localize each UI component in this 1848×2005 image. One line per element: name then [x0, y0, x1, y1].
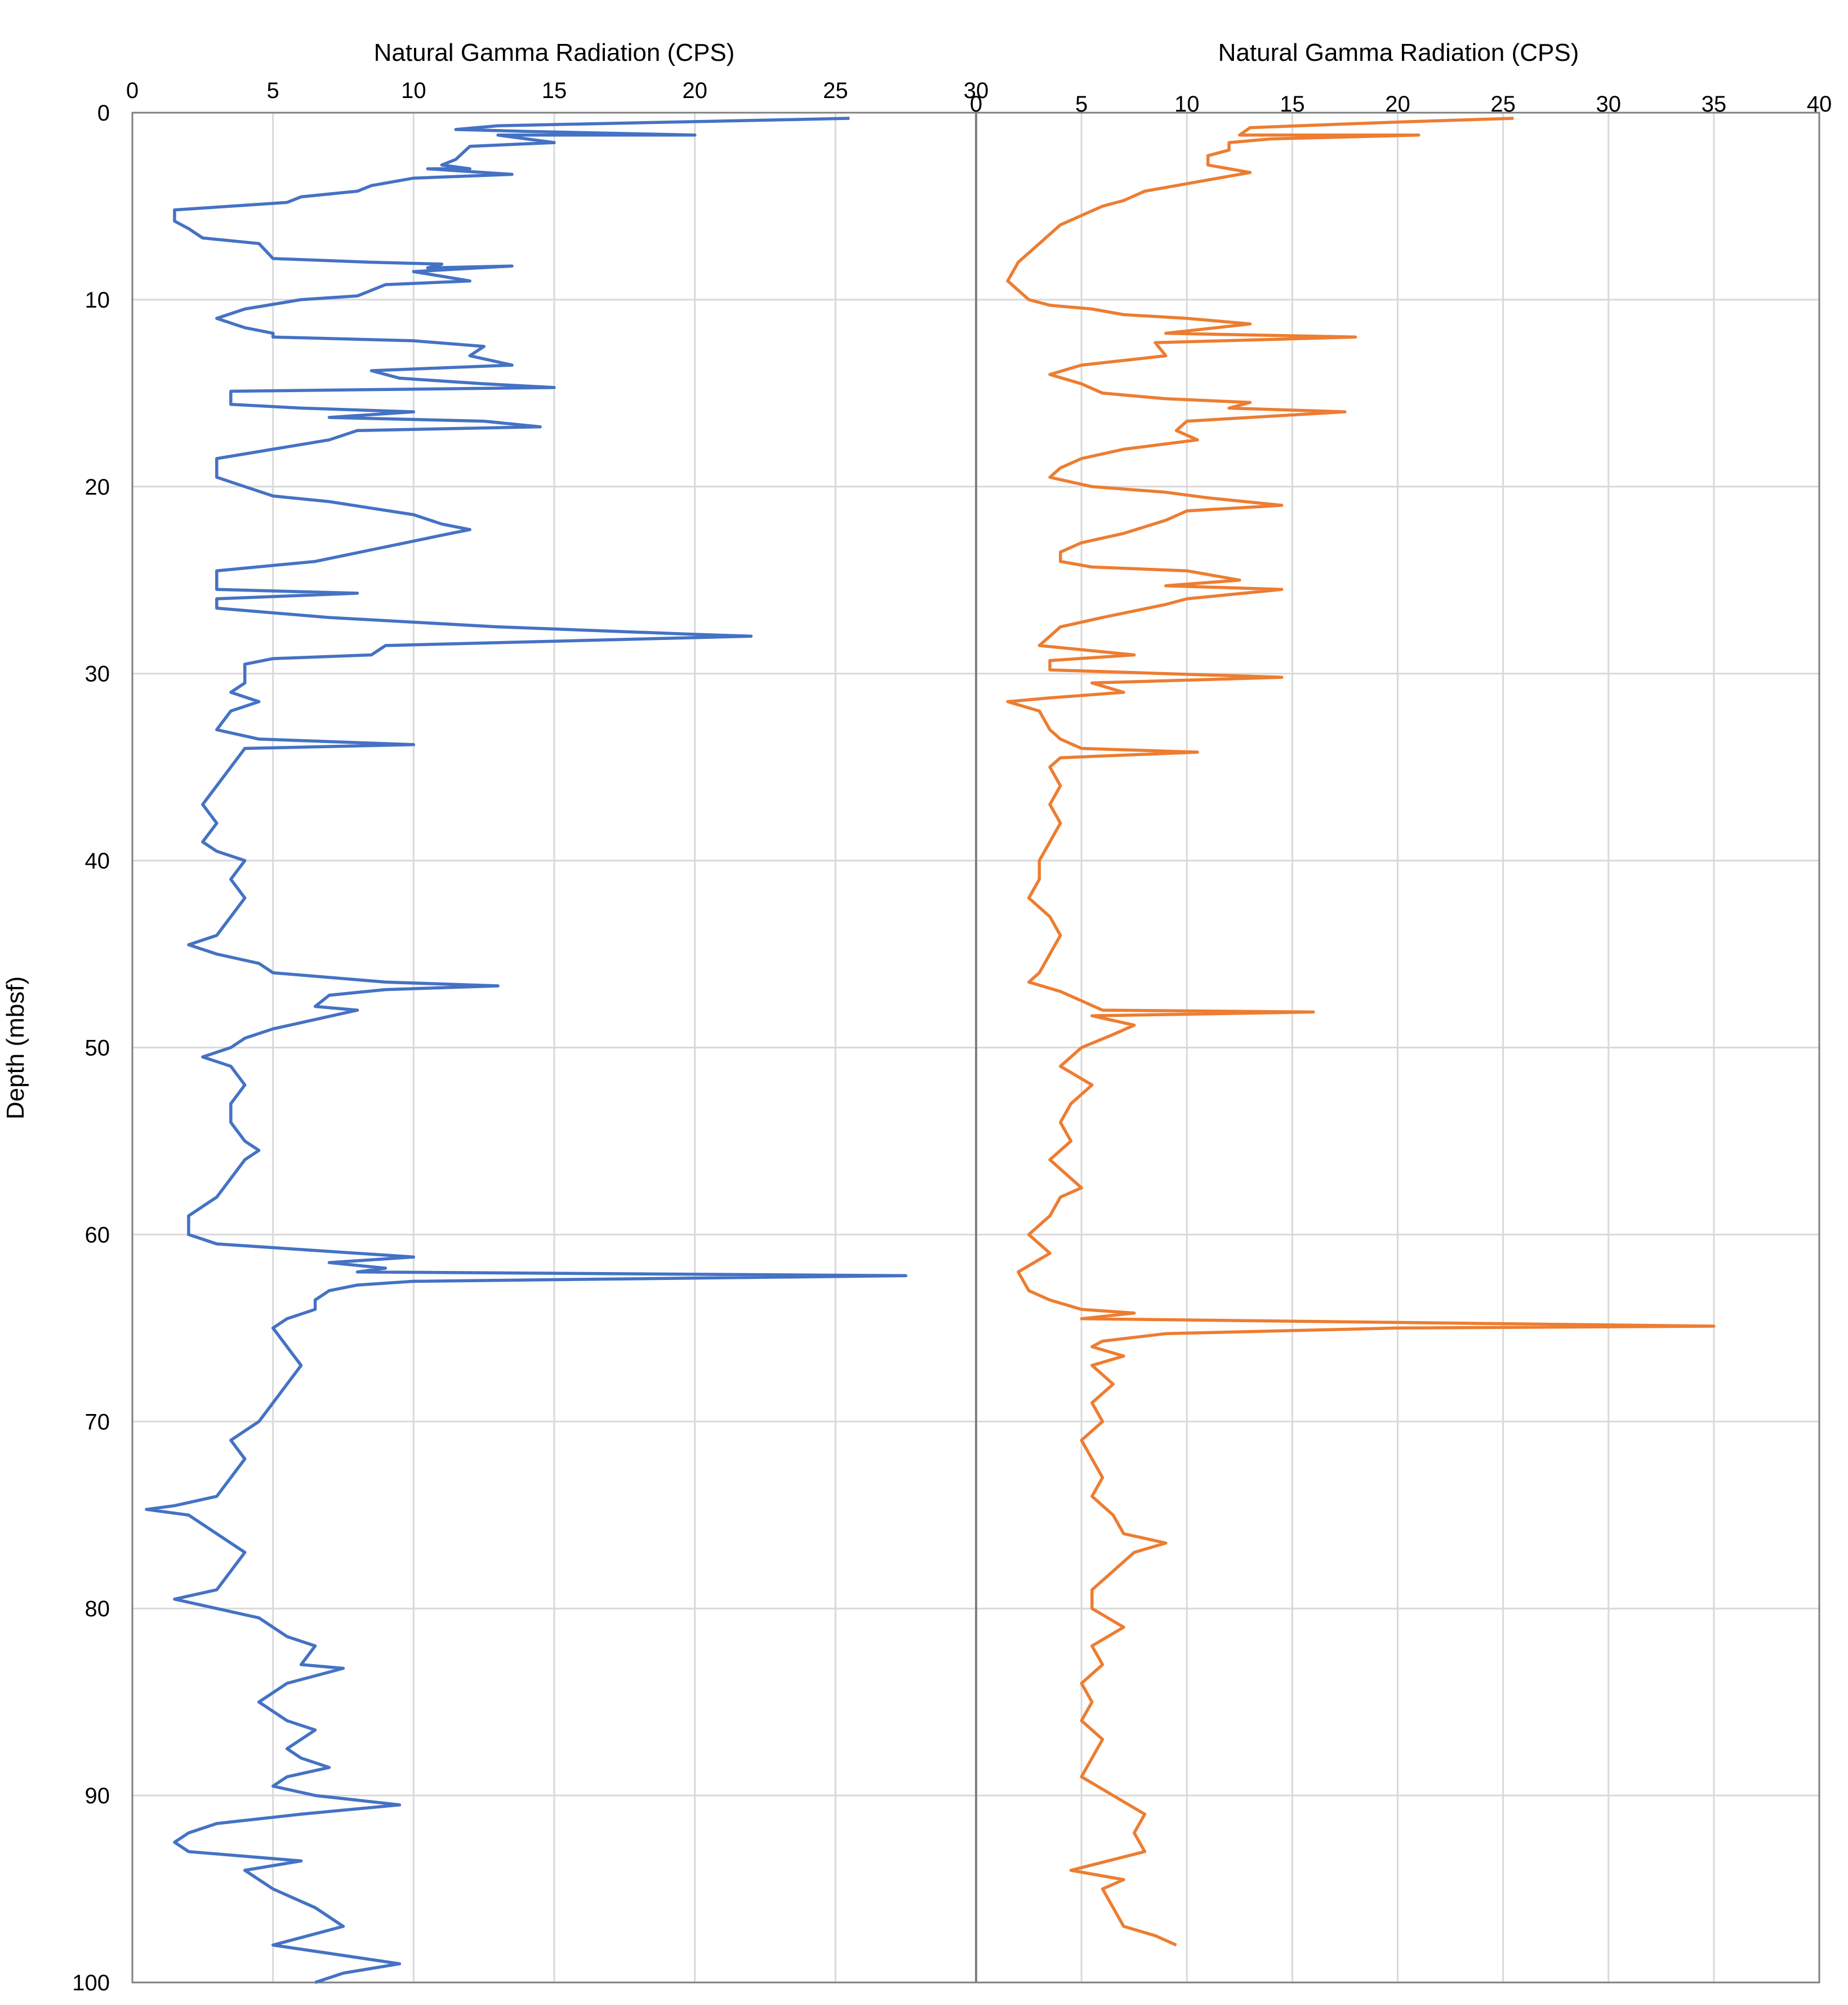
y-tick-label: 50: [85, 1036, 110, 1061]
right-x-axis-title: Natural Gamma Radiation (CPS): [1218, 39, 1579, 66]
y-tick-label: 40: [85, 849, 110, 874]
right-panel-grid: [976, 113, 1819, 1982]
x-tick-label: 0: [126, 78, 139, 103]
x-tick-label: 20: [682, 78, 707, 103]
y-tick-labels: 0 10 20 30 40 50 60 70 80 90 100: [72, 101, 110, 1995]
y-tick-label: 80: [85, 1597, 110, 1621]
y-tick-label: 0: [97, 101, 110, 126]
x-tick-label: 15: [542, 78, 567, 103]
x-tick-label: 5: [267, 78, 279, 103]
y-axis-title: Depth (mbsf): [2, 976, 29, 1119]
x-tick-label: 10: [401, 78, 426, 103]
left-gamma-series-line: [145, 117, 907, 1984]
x-tick-label: 30: [964, 78, 989, 103]
x-tick-label: 25: [823, 78, 848, 103]
right-x-tick-labels: 0 5 10 15 20 25 30 35 40: [970, 92, 1832, 117]
y-tick-label: 60: [85, 1222, 110, 1247]
y-tick-label: 70: [85, 1410, 110, 1434]
left-x-axis-title: Natural Gamma Radiation (CPS): [374, 39, 735, 66]
y-tick-label: 20: [85, 475, 110, 500]
x-tick-label: 25: [1490, 92, 1516, 117]
y-tick-label: 10: [85, 288, 110, 313]
x-tick-label: 15: [1280, 92, 1305, 117]
y-tick-label: 90: [85, 1784, 110, 1808]
x-tick-label: 35: [1702, 92, 1727, 117]
left-x-tick-labels: 0 5 10 15 20 25 30: [126, 78, 988, 103]
x-tick-label: 30: [1596, 92, 1622, 117]
x-tick-label: 20: [1385, 92, 1410, 117]
x-tick-label: 0: [970, 92, 982, 117]
x-tick-label: 40: [1807, 92, 1832, 117]
x-tick-label: 10: [1174, 92, 1200, 117]
y-tick-label: 30: [85, 662, 110, 687]
right-gamma-series-line: [1006, 117, 1716, 1947]
y-tick-label: 100: [72, 1971, 110, 1995]
x-tick-label: 5: [1075, 92, 1088, 117]
left-panel-grid: [132, 113, 976, 1982]
